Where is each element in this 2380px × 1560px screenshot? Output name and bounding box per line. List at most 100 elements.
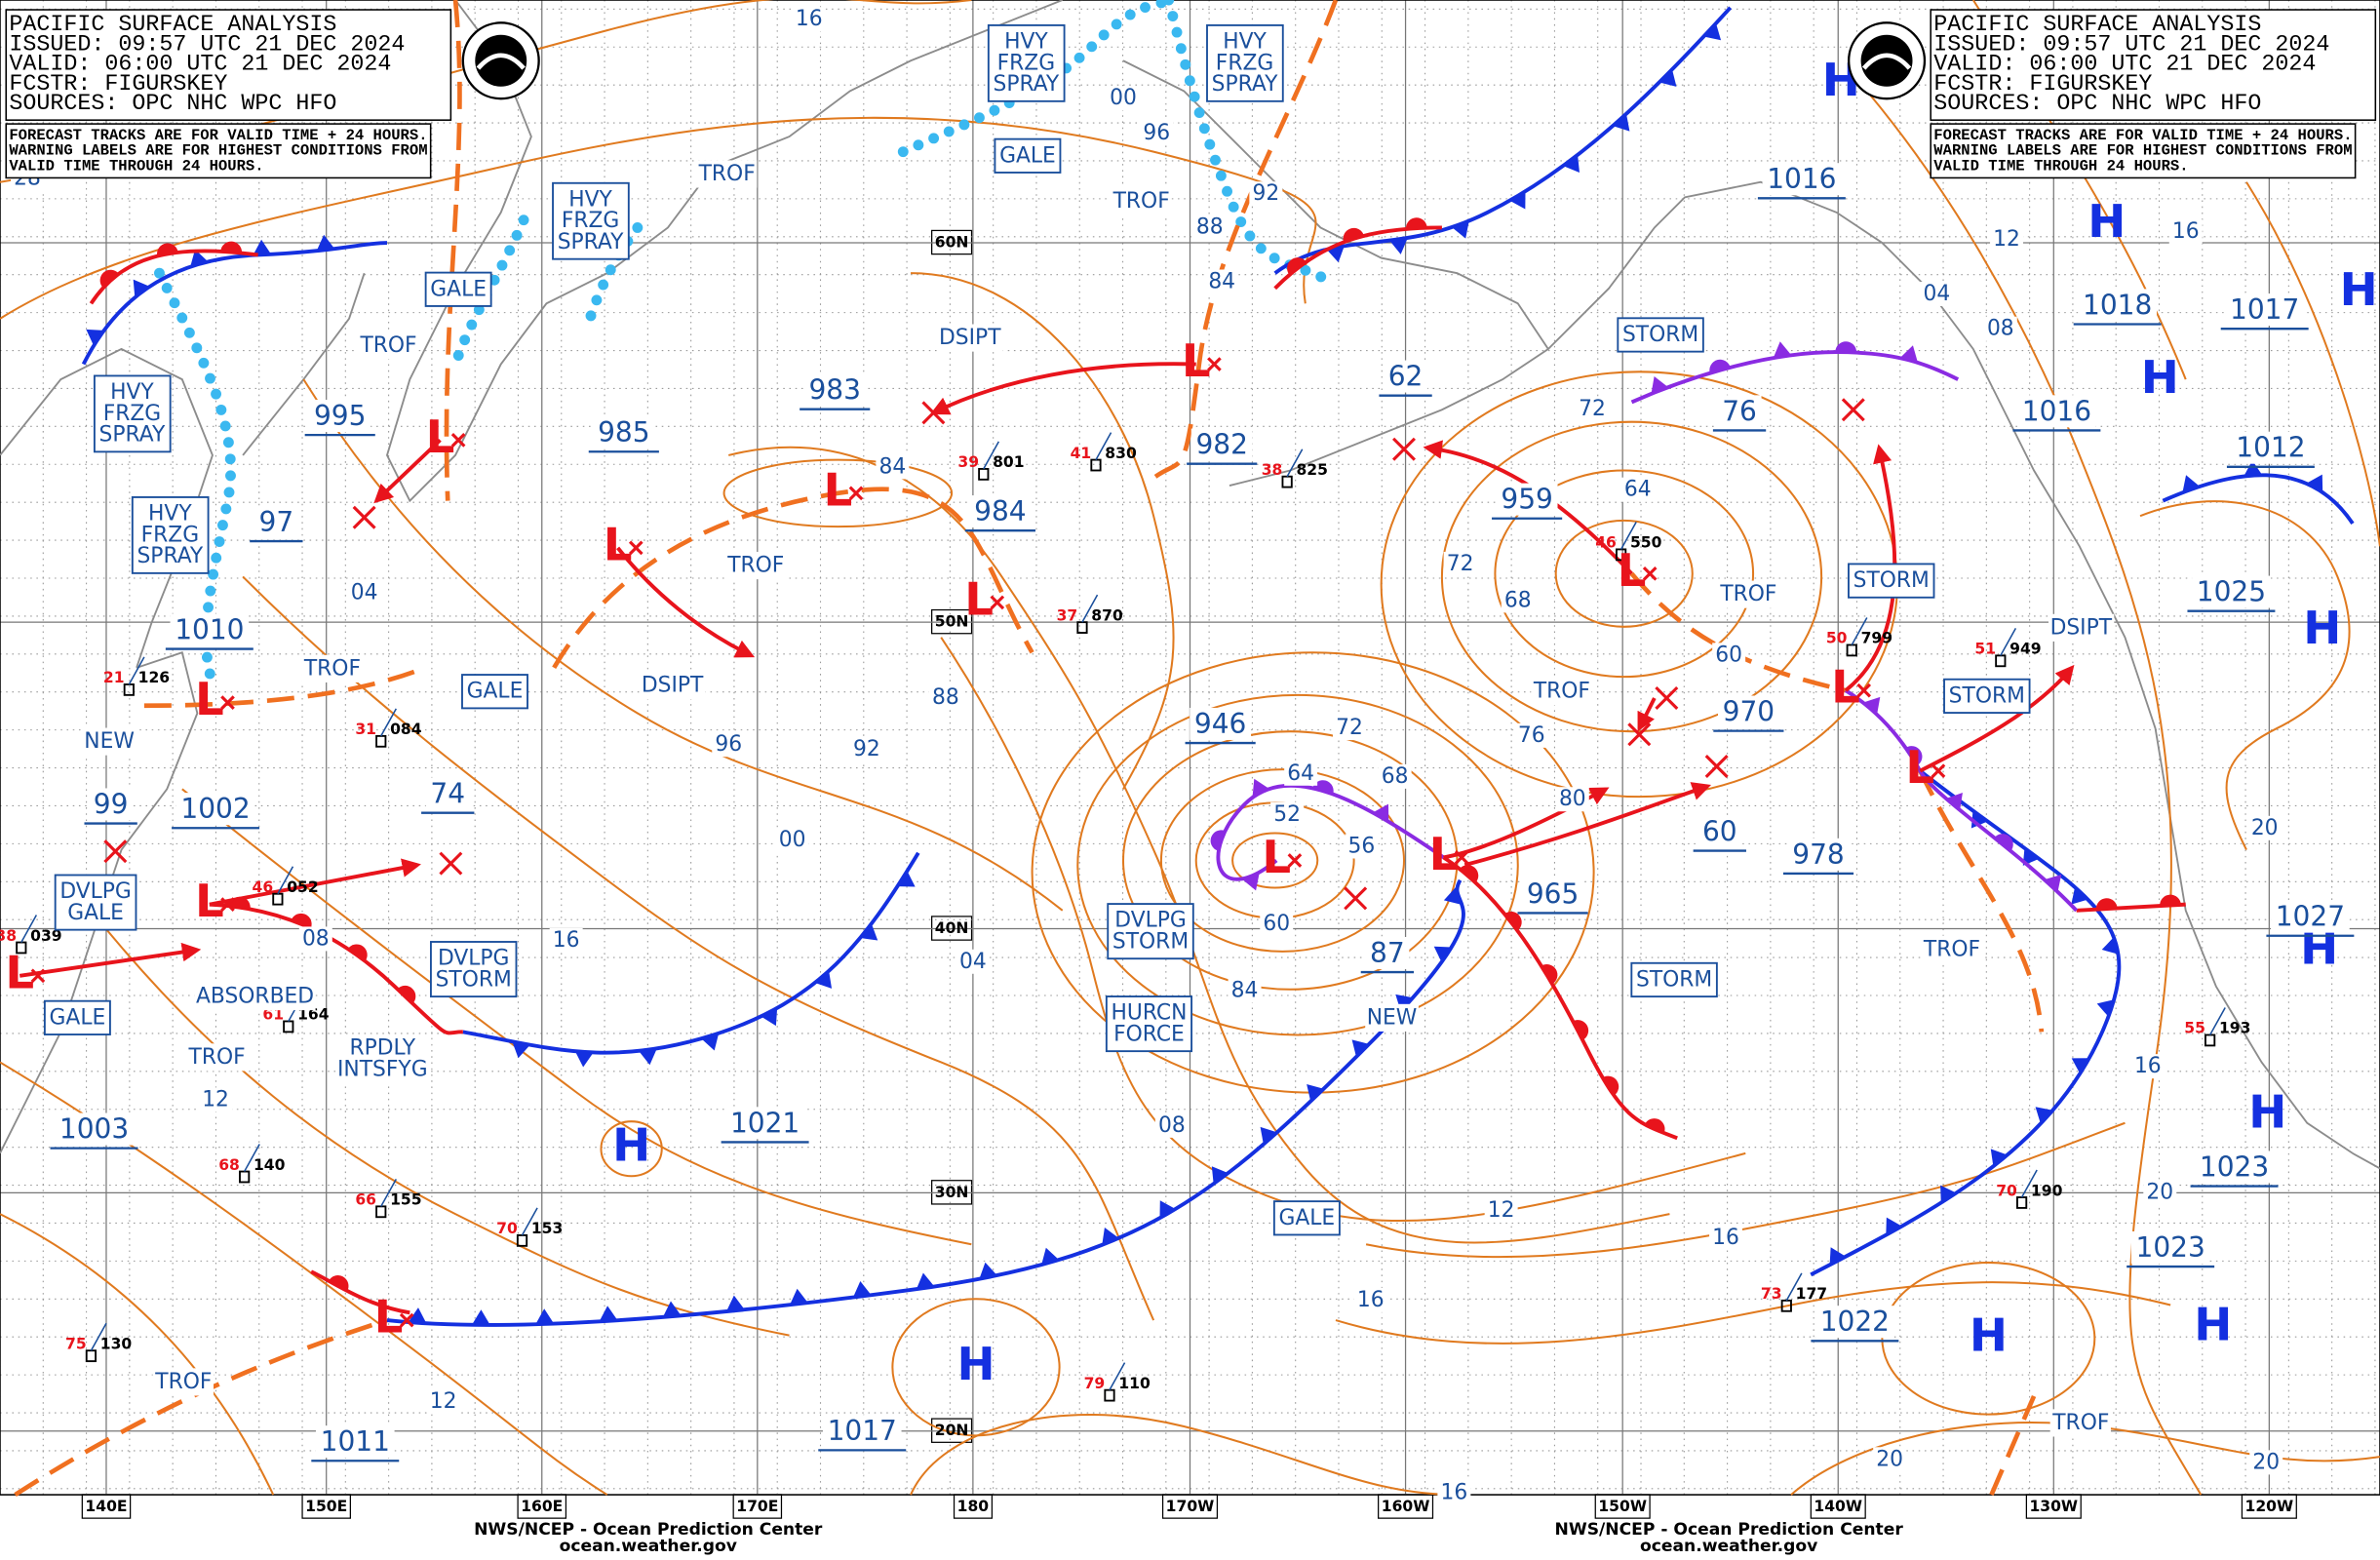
isobar-label-bg [2143, 1180, 2177, 1205]
front-symbol [1343, 227, 1364, 242]
warm-symbol [347, 944, 368, 961]
warning-text: HVY [1223, 30, 1267, 55]
isobar-label: 88 [1196, 214, 1224, 239]
isobar-label-bg [1107, 86, 1140, 111]
central-pressure: 1017 [828, 1415, 897, 1447]
isobar-label-bg [1284, 760, 1318, 786]
noaa-logo-inner [1860, 34, 1913, 87]
low-x [1931, 763, 1946, 778]
footer-text: ocean.weather.gov [1640, 1537, 1817, 1556]
pressure-bg [803, 373, 866, 407]
isobar [1554, 519, 1694, 628]
forecast-position [1627, 722, 1652, 747]
warm-symbol [1573, 1020, 1589, 1040]
warning-text: FRZG [103, 402, 161, 426]
note-box [1930, 123, 2357, 179]
isobar-label-bg [426, 1389, 460, 1415]
coastline [385, 0, 1064, 503]
warm-symbol [1460, 865, 1479, 883]
high-center: H [1970, 1309, 2008, 1362]
warm-symbol [1343, 227, 1364, 242]
cold-symbol [1613, 113, 1630, 132]
pressure-bg [89, 788, 134, 821]
high-center: H [2141, 352, 2179, 405]
isobar [181, 788, 972, 1246]
warning-text: GALE [1279, 1206, 1336, 1230]
central-pressure: 60 [1702, 815, 1737, 847]
warm-symbol [1602, 1075, 1619, 1096]
front-symbol [1563, 154, 1580, 174]
station-pressure: 801 [993, 453, 1024, 471]
storm-track [373, 438, 442, 504]
low-x [220, 695, 235, 710]
station-pressure: 830 [1105, 445, 1137, 462]
isobar-label-bg [1514, 722, 1548, 748]
low-center: L [5, 947, 34, 999]
isobar-label-bg [1270, 801, 1305, 827]
trough [1629, 571, 1847, 693]
front-symbol [220, 241, 243, 254]
cold-symbol [512, 1041, 530, 1059]
warning-text: GALE [50, 1005, 106, 1030]
feature-label: TROF [301, 654, 363, 682]
front-symbol [347, 944, 368, 961]
pressure-bg [1787, 838, 1850, 871]
isobar-label-bg [775, 828, 809, 853]
station-temp: 66 [355, 1191, 376, 1209]
station-symbol [85, 1349, 98, 1363]
central-pressure: 97 [259, 506, 294, 538]
cold-symbol [1886, 1217, 1902, 1235]
cold-symbol [316, 234, 335, 252]
station-temp: 38 [0, 927, 17, 945]
longitude-label: 180 [957, 1498, 990, 1515]
warm-front [89, 249, 258, 305]
low-center: L [195, 674, 224, 726]
note-text: FORECAST TRACKS ARE FOR VALID TIME + 24 … [9, 127, 427, 144]
front-symbol [1452, 220, 1469, 239]
warning-text: SPRAY [99, 423, 166, 448]
longitude-label: 150W [1598, 1498, 1647, 1515]
latitude-label: 50N [935, 613, 969, 631]
storm-track [1463, 782, 1712, 868]
warning-text: SPRAY [558, 230, 624, 254]
low-center: L [1429, 829, 1459, 881]
station-symbol [978, 468, 990, 481]
feature-bg [357, 332, 419, 360]
latitude-label: 20N [935, 1422, 969, 1439]
front-symbol [1644, 1118, 1665, 1134]
longitude-label: 160E [521, 1498, 563, 1515]
isobar-label: 72 [1336, 716, 1363, 740]
station-temp: 21 [103, 669, 125, 686]
trough [1151, 0, 1339, 481]
front-symbol [1260, 1126, 1277, 1145]
longitude-label: 140W [1814, 1498, 1862, 1515]
isobar-label-bg [928, 684, 962, 710]
station-pressure: 164 [297, 1006, 330, 1024]
wind-barb [380, 708, 397, 737]
cold-symbol [1658, 69, 1677, 87]
isobar [1159, 768, 1406, 953]
longitude-box [301, 1494, 351, 1519]
occ-front [1630, 350, 1960, 405]
front-symbol [1287, 257, 1307, 275]
cold-symbol [1041, 1247, 1060, 1266]
isobar-label-bg [1228, 978, 1262, 1003]
warning-text: HVY [568, 187, 612, 212]
isobar-label-bg [2168, 219, 2203, 245]
pressure-bg [176, 793, 255, 826]
occ-symbol [1945, 793, 1963, 810]
high-center: H [2248, 1086, 2286, 1139]
feature-label: DSIPT [2048, 613, 2115, 642]
warning-box [1105, 995, 1193, 1053]
isobar-label: 12 [1993, 227, 2020, 252]
front-symbol [1504, 911, 1522, 931]
front-symbol [1994, 834, 2013, 851]
feature-bg [640, 671, 706, 700]
cold-symbol [253, 239, 272, 255]
front-symbol [397, 985, 416, 1004]
front-symbol [916, 1272, 935, 1290]
